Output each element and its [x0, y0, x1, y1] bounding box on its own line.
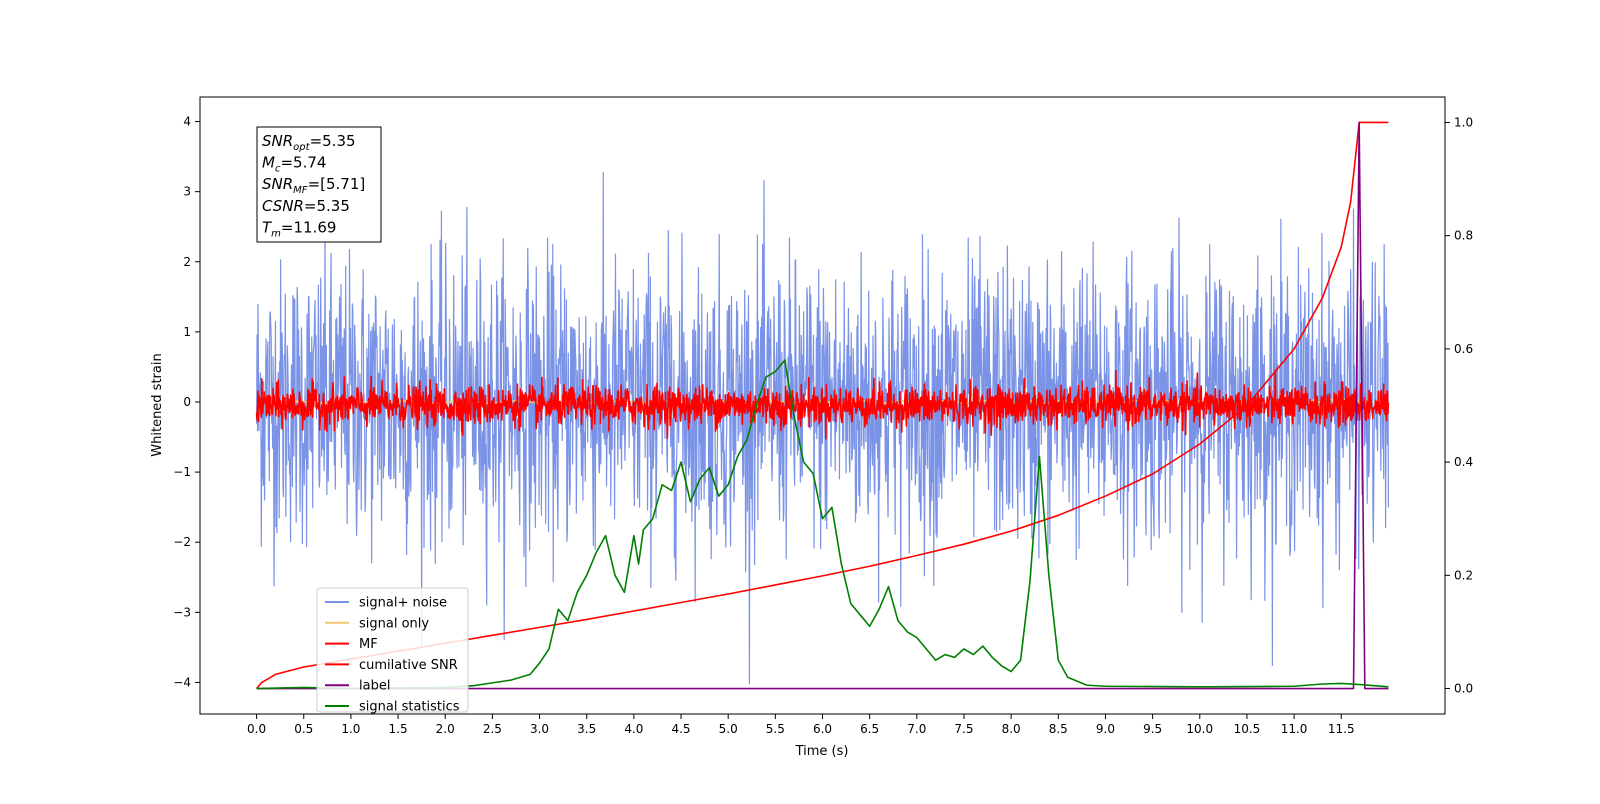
- y-tick-label: −1: [173, 465, 191, 479]
- x-tick-label: 7.0: [907, 722, 926, 736]
- series-line-signal-statistics: [256, 359, 1389, 690]
- x-tick-label: 6.5: [860, 722, 879, 736]
- x-tick-label: 0.5: [294, 722, 313, 736]
- x-tick-label: 9.5: [1143, 722, 1162, 736]
- legend-label-signal-statistics: signal statistics: [359, 700, 460, 715]
- x-tick-label: 3.0: [530, 722, 549, 736]
- annotation-line: Mc=5.74: [262, 154, 326, 175]
- y-tick-label: 0: [183, 395, 191, 409]
- y-tick-label: −4: [173, 675, 191, 689]
- x-tick-label: 3.5: [577, 722, 596, 736]
- x-tick-label: 1.5: [389, 722, 408, 736]
- x-tick-label: 4.0: [624, 722, 643, 736]
- x-tick-label: 7.5: [954, 722, 973, 736]
- series-line-label: [256, 121, 1389, 690]
- y-tick-label: 1: [183, 325, 191, 339]
- y2-tick-label: 0.6: [1454, 342, 1473, 356]
- x-axis-label: Time (s): [795, 744, 849, 759]
- x-tick-label: 5.0: [719, 722, 738, 736]
- y-tick-label: −2: [173, 535, 191, 549]
- y2-tick-label: 0.2: [1454, 568, 1473, 582]
- annotation-frame: [256, 126, 382, 243]
- legend: signal+ noise signal only MF cumilative SNR…: [316, 587, 469, 715]
- y-tick-label: 3: [183, 185, 191, 199]
- x-tick-label: 8.0: [1002, 722, 1021, 736]
- legend-label-mf: MF: [359, 637, 378, 652]
- y2-tick-label: 0.8: [1454, 229, 1473, 243]
- x-tick-label: 4.5: [671, 722, 690, 736]
- x-tick-label: 9.0: [1096, 722, 1115, 736]
- x-tick-label: 10.0: [1186, 722, 1213, 736]
- x-tick-label: 1.0: [341, 722, 360, 736]
- x-tick-label: 2.5: [483, 722, 502, 736]
- legend-label-signal-only: signal only: [359, 616, 429, 631]
- y2-tick-label: 0.4: [1454, 455, 1473, 469]
- legend-label-signal-noise: signal+ noise: [359, 596, 447, 611]
- annotation-line: Tm=11.69: [262, 218, 336, 239]
- y-tick-label: −3: [173, 605, 191, 619]
- y2-tick-label: 0.0: [1454, 682, 1473, 696]
- legend-label-label: label: [359, 679, 390, 694]
- x-tick-label: 11.0: [1281, 722, 1308, 736]
- x-tick-label: 10.5: [1234, 722, 1261, 736]
- x-tick-label: 6.0: [813, 722, 832, 736]
- y2-tick-label: 1.0: [1454, 115, 1473, 129]
- axes-layer: 0.0 0.5 1.0 1.5 2.0 2.5 3.0 3.5 4.0 4.5 5.0 5.5 6.0 6…: [173, 115, 1473, 736]
- y-axis-label: Whitened strain: [150, 353, 165, 456]
- legend-label-cumilative-snr: cumilative SNR: [359, 658, 458, 673]
- legend-frame: [316, 587, 469, 713]
- annotation-line: SNRopt=5.35: [262, 132, 356, 153]
- y-tick-label: 2: [183, 255, 191, 269]
- x-tick-label: 8.5: [1049, 722, 1068, 736]
- annotation-line: SNRMF=[5.71]: [262, 175, 365, 196]
- x-tick-label: 0.0: [247, 722, 266, 736]
- annotation-line: CSNR=5.35: [262, 197, 350, 215]
- series-line-mf: [255, 369, 1390, 440]
- x-tick-label: 2.0: [436, 722, 455, 736]
- y-tick-label: 4: [183, 115, 191, 129]
- x-tick-label: 11.5: [1328, 722, 1355, 736]
- x-tick-label: 5.5: [766, 722, 785, 736]
